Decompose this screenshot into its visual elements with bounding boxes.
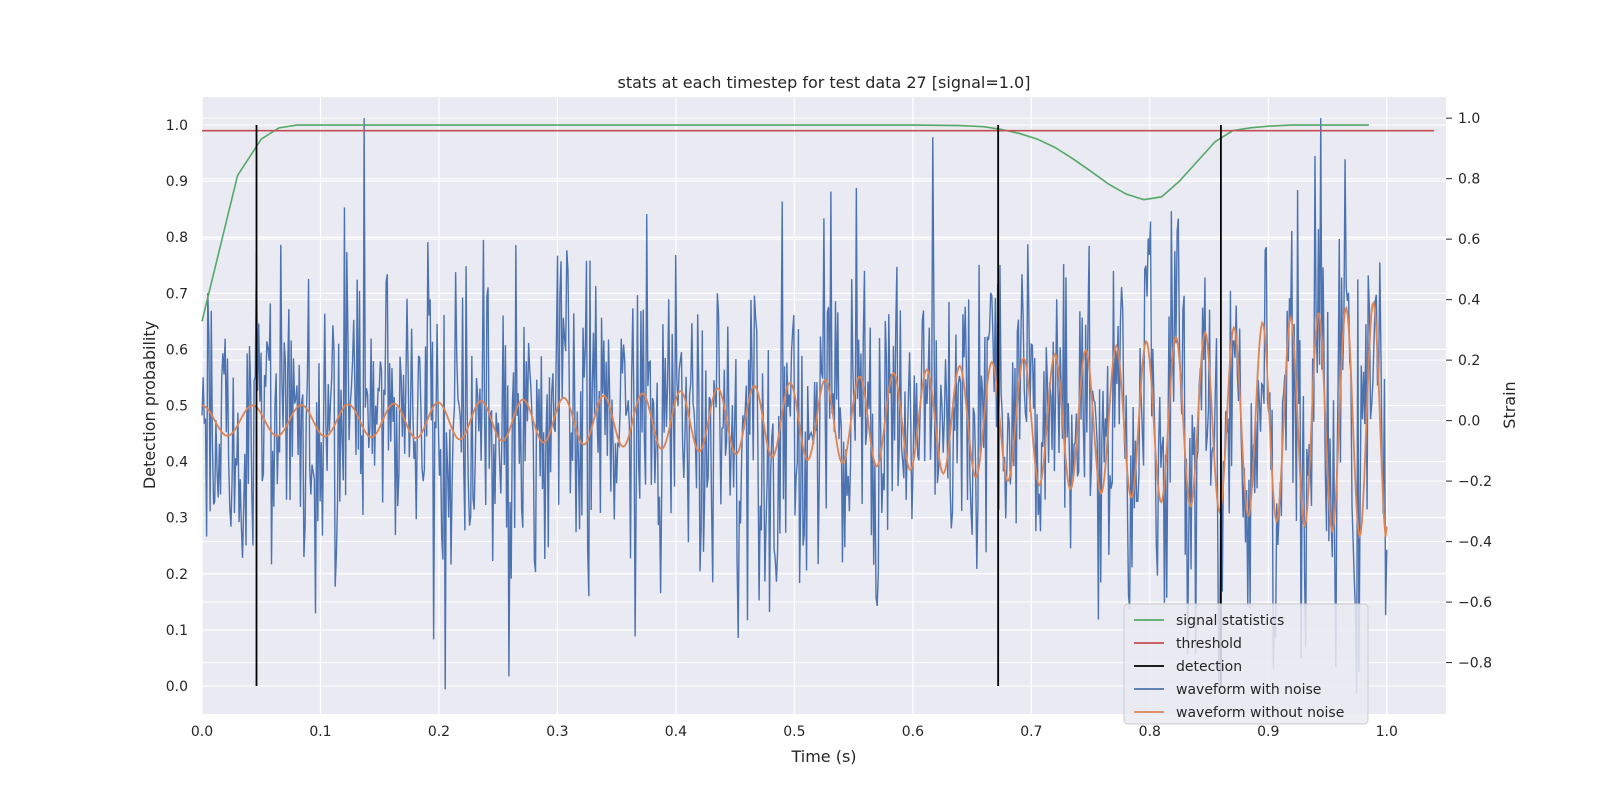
y-right-tick-label: 0.0 [1458, 414, 1480, 430]
x-tick-label: 0.4 [665, 724, 687, 740]
y-left-tick-label: 0.2 [166, 567, 188, 583]
y-left-tick-label: 0.3 [166, 511, 188, 527]
series-waveform-with-noise [201, 118, 1388, 693]
y-right-tick-label: −0.8 [1458, 656, 1492, 672]
y-right-tick-label: 0.6 [1458, 232, 1480, 248]
x-tick-label: 0.1 [309, 724, 331, 740]
x-axis-label: Time (s) [790, 747, 856, 766]
x-tick-label: 1.0 [1376, 724, 1398, 740]
y-left-tick-label: 0.7 [166, 286, 188, 302]
x-tick-label: 0.7 [1020, 724, 1042, 740]
y-right-tick-label: −0.6 [1458, 595, 1492, 611]
y-left-tick-label: 0.0 [166, 679, 188, 695]
y-left-tick-label: 0.9 [166, 174, 188, 190]
series-waveform-without-noise [201, 300, 1388, 540]
x-tick-label: 0.8 [1139, 724, 1161, 740]
y-left-tick-label: 0.1 [166, 623, 188, 639]
legend-label: signal statistics [1176, 613, 1284, 629]
legend-label: threshold [1176, 636, 1242, 652]
series-layer [201, 118, 1435, 693]
y-left-tick-label: 1.0 [166, 118, 188, 134]
x-tick-label: 0.2 [428, 724, 450, 740]
y-right-tick-label: 0.8 [1458, 172, 1480, 188]
y-left-tick-label: 0.4 [166, 455, 188, 471]
ticks: 0.0 0.1 0.2 0.3 0.4 0.5 0.6 0.7 0.8 0.9 1.0 0.0 0.1 0… [166, 111, 1492, 740]
series-signal-statistics [201, 124, 1369, 322]
legend-label: waveform without noise [1176, 705, 1344, 721]
y-axis-label-left: Detection probability [140, 321, 159, 489]
legend: signal statistics threshold detection wavef… [1123, 603, 1369, 725]
y-right-tick-label: 0.2 [1458, 353, 1480, 369]
x-tick-label: 0.6 [902, 724, 924, 740]
chart-title: stats at each timestep for test data 27 … [618, 73, 1031, 92]
legend-label: waveform with noise [1176, 682, 1321, 698]
y-right-tick-label: 1.0 [1458, 111, 1480, 127]
y-right-tick-label: 0.4 [1458, 293, 1480, 309]
x-tick-label: 0.0 [191, 724, 213, 740]
x-tick-label: 0.5 [783, 724, 805, 740]
y-left-tick-label: 0.5 [166, 399, 188, 415]
legend-box [1123, 603, 1369, 725]
y-right-tick-label: −0.4 [1458, 535, 1492, 551]
y-right-tick-label: −0.2 [1458, 474, 1492, 490]
x-tick-label: 0.9 [1257, 724, 1279, 740]
x-tick-label: 0.3 [546, 724, 568, 740]
y-axis-label-right: Strain [1500, 381, 1519, 428]
y-left-tick-label: 0.8 [166, 230, 188, 246]
legend-label: detection [1176, 659, 1242, 675]
y-left-tick-label: 0.6 [166, 342, 188, 358]
